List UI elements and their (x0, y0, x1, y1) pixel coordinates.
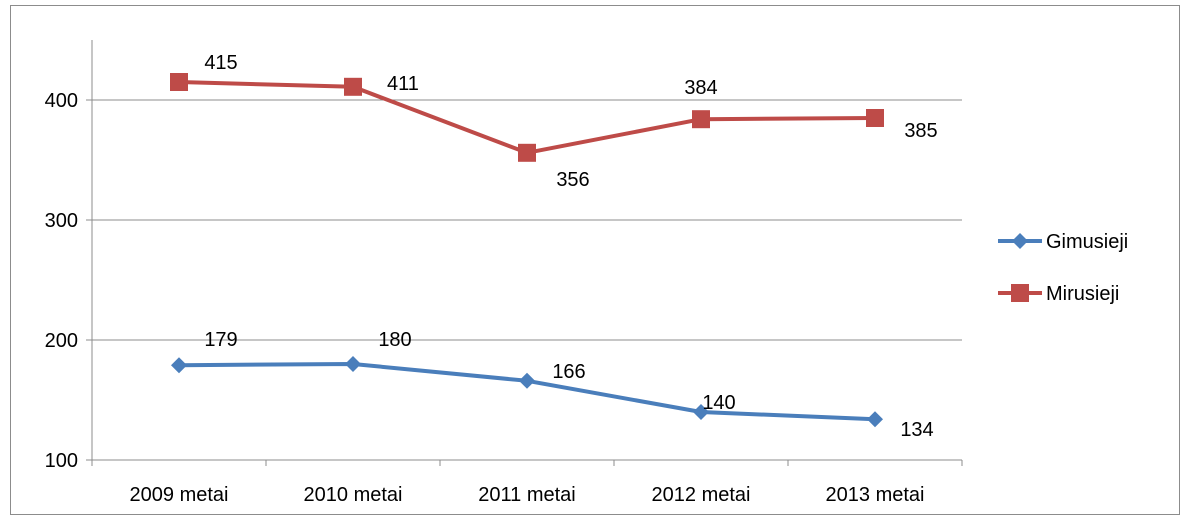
y-tick-label: 200 (45, 330, 78, 352)
data-label: 179 (204, 329, 237, 351)
data-point (693, 404, 709, 420)
data-point (171, 357, 187, 374)
data-label: 411 (387, 73, 419, 95)
data-label: 415 (204, 52, 237, 74)
y-tick-label: 100 (45, 450, 78, 472)
legend-marker (1012, 233, 1028, 249)
data-label: 384 (684, 77, 717, 99)
x-tick-label: 2013 metai (826, 484, 925, 506)
chart-frame (10, 5, 1180, 515)
data-point (344, 77, 362, 96)
data-label: 356 (556, 169, 589, 191)
x-tick-label: 2011 metai (478, 484, 575, 506)
data-point (345, 356, 361, 372)
data-label: 140 (702, 392, 735, 414)
data-point (692, 110, 710, 129)
y-tick-label: 300 (45, 210, 78, 232)
series-line-gimusieji (178, 362, 876, 422)
x-tick-label: 2010 metai (304, 484, 403, 506)
data-point (519, 372, 535, 389)
legend-label: Mirusieji (1046, 283, 1119, 305)
x-tick-label: 2012 metai (652, 484, 751, 506)
legend-label: Gimusieji (1046, 231, 1128, 253)
legend-marker (1011, 284, 1029, 302)
y-tick-label: 400 (45, 90, 78, 112)
data-point (866, 109, 884, 127)
data-point (170, 73, 188, 91)
data-label: 134 (900, 419, 933, 441)
x-tick-label: 2009 metai (130, 484, 229, 506)
data-label: 180 (378, 329, 411, 351)
data-label: 385 (904, 120, 937, 142)
data-label: 166 (552, 361, 585, 383)
data-point (518, 143, 536, 162)
series-line-mirusieji (178, 80, 876, 155)
data-point (867, 411, 883, 428)
